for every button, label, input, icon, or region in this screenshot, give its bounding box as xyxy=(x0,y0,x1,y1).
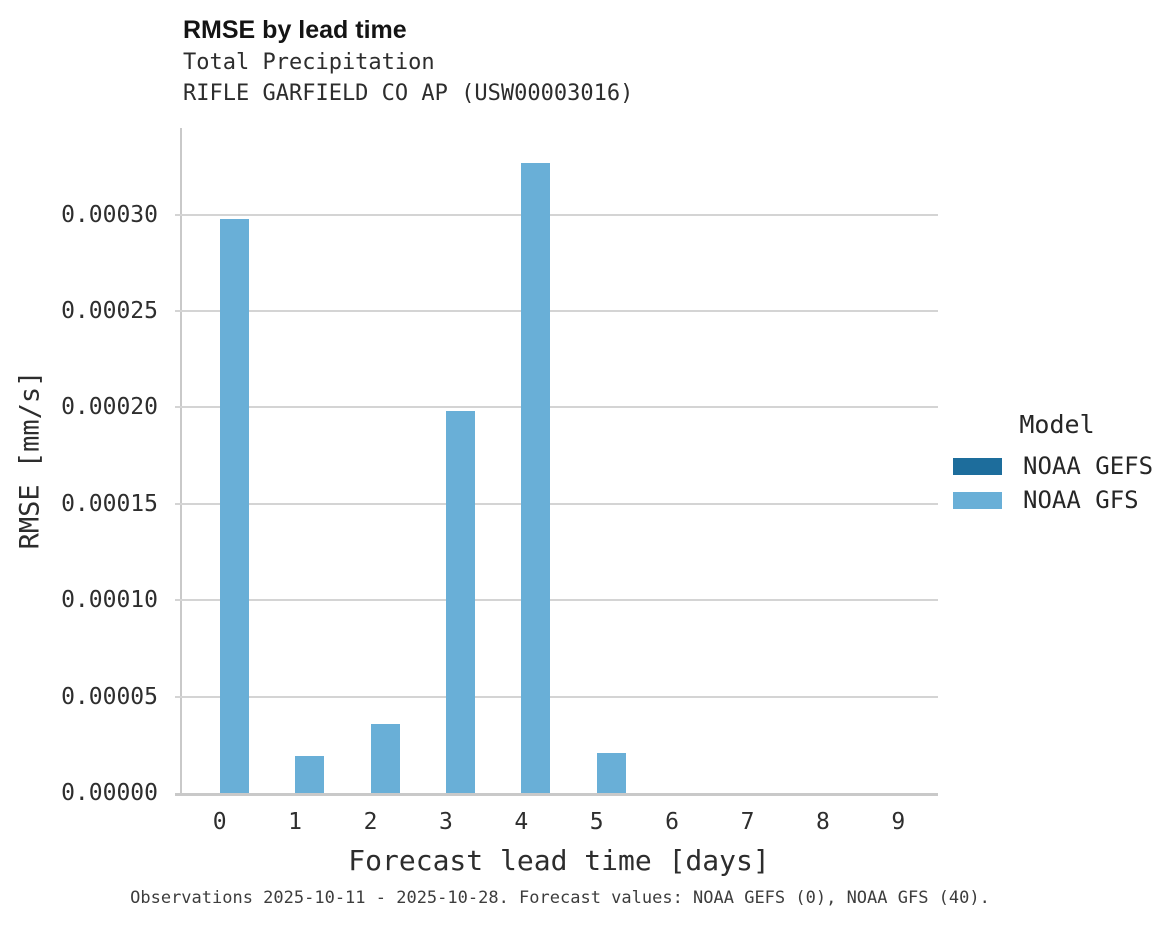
gridline xyxy=(175,599,938,602)
x-tick-label: 4 xyxy=(514,809,529,835)
x-tick-label: 1 xyxy=(288,809,303,835)
bar xyxy=(295,756,325,793)
bar xyxy=(370,723,400,793)
legend-entry-label: NOAA GEFS xyxy=(1023,452,1154,480)
plot-area xyxy=(175,128,938,796)
y-tick-label: 0.00025 xyxy=(61,298,158,325)
caption: Observations 2025-10-11 - 2025-10-28. Fo… xyxy=(130,888,990,908)
gridline xyxy=(175,695,938,698)
x-tick-label: 8 xyxy=(815,809,830,835)
legend-swatch xyxy=(953,457,1002,475)
legend-entry: NOAA GEFS xyxy=(953,449,1161,483)
x-tick-label: 7 xyxy=(740,809,755,835)
bar xyxy=(521,162,551,793)
gridline xyxy=(175,310,938,313)
gridline xyxy=(175,502,938,505)
x-tick-label: 2 xyxy=(363,809,378,835)
y-tick-label: 0.00005 xyxy=(61,683,158,710)
x-tick-label: 0 xyxy=(212,809,227,835)
x-axis-line xyxy=(175,793,938,796)
bar xyxy=(596,752,626,793)
x-tick-label: 3 xyxy=(438,809,453,835)
legend-entry: NOAA GFS xyxy=(953,483,1161,517)
gridline xyxy=(175,213,938,216)
legend-entry-label: NOAA GFS xyxy=(1023,486,1139,514)
legend: Model NOAA GEFS NOAA GFS xyxy=(953,410,1161,517)
legend-entries: NOAA GEFS NOAA GFS xyxy=(953,449,1161,517)
chart-title: RMSE by lead time xyxy=(183,16,407,44)
legend-swatch xyxy=(953,491,1002,509)
x-tick-label: 9 xyxy=(891,809,906,835)
x-axis-label: Forecast lead time [days] xyxy=(348,844,770,877)
y-tick-label: 0.00020 xyxy=(61,394,158,421)
y-tick-label: 0.00030 xyxy=(61,201,158,228)
legend-title: Model xyxy=(1019,410,1095,439)
x-tick-label: 5 xyxy=(589,809,604,835)
bar xyxy=(219,218,249,793)
gridline xyxy=(175,406,938,409)
y-axis-line xyxy=(180,128,182,796)
chart-subtitle-variable: Total Precipitation xyxy=(183,50,435,75)
x-tick-label: 6 xyxy=(665,809,680,835)
y-tick-label: 0.00010 xyxy=(61,587,158,614)
y-tick-label: 0.00000 xyxy=(61,780,158,806)
y-tick-label: 0.00015 xyxy=(61,490,158,517)
bar xyxy=(445,411,475,793)
chart-subtitle-station: RIFLE GARFIELD CO AP (USW00003016) xyxy=(183,81,634,106)
